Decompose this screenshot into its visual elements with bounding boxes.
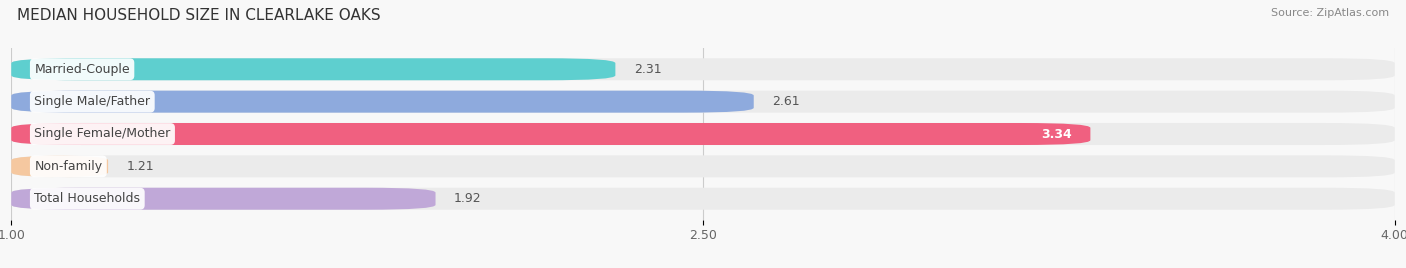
Text: Single Male/Father: Single Male/Father (34, 95, 150, 108)
Text: Source: ZipAtlas.com: Source: ZipAtlas.com (1271, 8, 1389, 18)
FancyBboxPatch shape (11, 123, 1091, 145)
Text: Married-Couple: Married-Couple (34, 63, 129, 76)
Text: MEDIAN HOUSEHOLD SIZE IN CLEARLAKE OAKS: MEDIAN HOUSEHOLD SIZE IN CLEARLAKE OAKS (17, 8, 381, 23)
Text: 1.21: 1.21 (127, 160, 155, 173)
FancyBboxPatch shape (11, 123, 1395, 145)
FancyBboxPatch shape (11, 188, 436, 210)
Text: Single Female/Mother: Single Female/Mother (34, 128, 170, 140)
FancyBboxPatch shape (11, 188, 1395, 210)
FancyBboxPatch shape (11, 91, 1395, 113)
Text: 2.31: 2.31 (634, 63, 661, 76)
Text: 1.92: 1.92 (454, 192, 482, 205)
FancyBboxPatch shape (11, 155, 108, 177)
Text: 3.34: 3.34 (1042, 128, 1071, 140)
FancyBboxPatch shape (11, 58, 616, 80)
Text: 2.61: 2.61 (772, 95, 800, 108)
Text: Non-family: Non-family (34, 160, 103, 173)
FancyBboxPatch shape (11, 155, 1395, 177)
FancyBboxPatch shape (11, 58, 1395, 80)
FancyBboxPatch shape (11, 91, 754, 113)
Text: Total Households: Total Households (34, 192, 141, 205)
